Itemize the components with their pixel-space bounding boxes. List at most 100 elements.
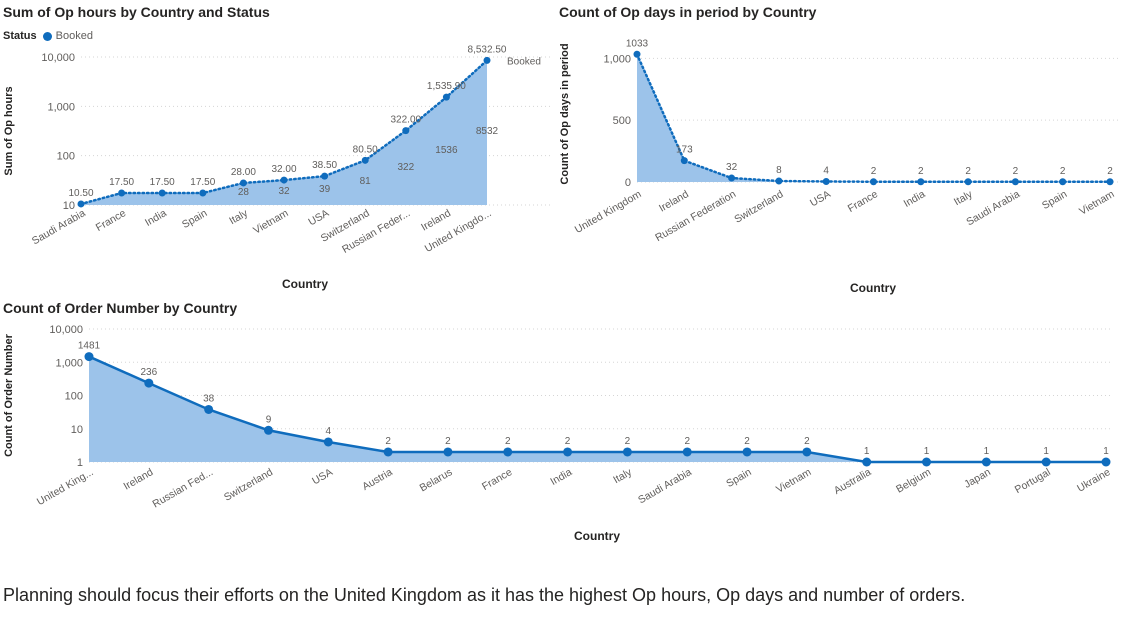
x-tick-label: India bbox=[902, 188, 928, 210]
data-label: 2 bbox=[385, 436, 391, 447]
data-label: 17.50 bbox=[190, 177, 215, 188]
x-axis-title: Country bbox=[574, 529, 620, 543]
data-label: 2 bbox=[505, 436, 511, 447]
data-point bbox=[84, 352, 94, 362]
data-label: 2 bbox=[918, 166, 924, 177]
data-point bbox=[633, 50, 641, 58]
x-tick-label: Saudi Arabia bbox=[636, 466, 694, 506]
data-label: 28.00 bbox=[231, 167, 256, 178]
chart2-title: Count of Op days in period by Country bbox=[559, 4, 817, 20]
x-tick-label: Russian Feder... bbox=[340, 207, 412, 256]
x-tick-label: Switzerland bbox=[732, 188, 785, 226]
data-label: 1 bbox=[924, 446, 930, 457]
data-label: 1033 bbox=[626, 38, 649, 49]
series-line bbox=[635, 53, 1112, 184]
data-label: 2 bbox=[804, 436, 810, 447]
data-point bbox=[361, 156, 369, 164]
x-tick-label: United Kingdom bbox=[573, 188, 644, 236]
legend-title: Status bbox=[3, 30, 37, 42]
y-tick-label: 10 bbox=[71, 424, 83, 436]
y-tick-label: 1 bbox=[77, 457, 83, 469]
data-label: 1 bbox=[1043, 446, 1049, 457]
y-tick-label: 100 bbox=[57, 151, 75, 163]
x-tick-label: France bbox=[480, 466, 514, 493]
y-tick-label: 1,000 bbox=[55, 357, 83, 369]
data-label: 9 bbox=[266, 414, 272, 425]
data-label: 8 bbox=[776, 165, 782, 176]
data-label: 4 bbox=[823, 166, 829, 177]
data-point bbox=[622, 447, 632, 457]
x-tick-label: United King... bbox=[35, 466, 96, 508]
series-area bbox=[81, 60, 487, 206]
data-label: 236 bbox=[140, 367, 157, 378]
data-point bbox=[483, 56, 491, 64]
x-tick-label: Vietnam bbox=[774, 466, 813, 496]
data-label: 32 bbox=[726, 162, 738, 173]
inner-value-label: 28 bbox=[238, 187, 250, 198]
data-point bbox=[964, 178, 972, 186]
x-tick-label: Belgium bbox=[894, 466, 933, 495]
data-label: 1 bbox=[864, 446, 870, 457]
x-tick-label: Russian Federation bbox=[653, 188, 738, 244]
data-label: 2 bbox=[625, 436, 631, 447]
data-point bbox=[144, 378, 154, 388]
x-tick-label: Ireland bbox=[657, 188, 691, 215]
x-tick-label: Australia bbox=[832, 466, 874, 497]
data-label: 2 bbox=[871, 166, 877, 177]
data-label: 10.50 bbox=[68, 188, 93, 199]
series-area bbox=[637, 54, 1110, 182]
series-line bbox=[88, 355, 1106, 464]
data-label: 2 bbox=[965, 166, 971, 177]
order-count-chart: 1 10 100 1,000 10,000 Count of Order Number Co… bbox=[3, 324, 1113, 543]
data-point bbox=[263, 425, 273, 435]
data-point bbox=[563, 447, 573, 457]
y-tick-label: 100 bbox=[65, 391, 83, 403]
x-tick-label: India bbox=[548, 466, 574, 488]
data-label: 17.50 bbox=[150, 177, 175, 188]
x-tick-label: Italy bbox=[952, 188, 975, 208]
y-tick-label: 0 bbox=[625, 177, 631, 189]
data-point bbox=[922, 457, 932, 467]
x-tick-label: Ukraine bbox=[1075, 466, 1112, 495]
x-tick-label: Italy bbox=[611, 466, 634, 486]
x-tick-label: Spain bbox=[180, 207, 209, 231]
y-axis-title: Count of Order Number bbox=[3, 333, 15, 457]
legend-marker bbox=[42, 31, 52, 41]
data-label: 38.50 bbox=[312, 160, 337, 171]
data-label: 17.50 bbox=[109, 177, 134, 188]
x-axis-title: Country bbox=[850, 281, 896, 295]
data-point bbox=[862, 457, 872, 467]
insight-text: Planning should focus their efforts on t… bbox=[3, 585, 966, 605]
inner-value-label: 32 bbox=[278, 186, 290, 197]
data-label: 32.00 bbox=[271, 164, 296, 175]
x-tick-label: France bbox=[94, 207, 128, 234]
data-label: 2 bbox=[684, 436, 690, 447]
data-point bbox=[682, 447, 692, 457]
data-point bbox=[802, 447, 812, 457]
y-tick-label: 10,000 bbox=[41, 52, 75, 64]
y-axis-title: Count of Op days in period bbox=[559, 43, 571, 184]
x-tick-label: USA bbox=[310, 466, 335, 487]
inner-value-label: 322 bbox=[397, 162, 414, 173]
y-tick-label: 1,000 bbox=[603, 53, 631, 65]
legend-entry-booked[interactable]: Booked bbox=[55, 30, 93, 42]
data-point bbox=[442, 93, 450, 101]
data-point bbox=[443, 447, 453, 457]
chart1-title: Sum of Op hours by Country and Status bbox=[3, 4, 270, 20]
data-label: 2 bbox=[565, 436, 571, 447]
y-tick-label: 10 bbox=[63, 200, 75, 212]
data-point bbox=[280, 176, 288, 184]
x-tick-label: Saudi Arabia bbox=[30, 207, 88, 247]
x-tick-label: France bbox=[846, 188, 880, 215]
inner-value-label: 8532 bbox=[476, 126, 499, 137]
data-point bbox=[870, 178, 877, 186]
data-label: 8,532.50 bbox=[468, 44, 507, 55]
data-point bbox=[742, 447, 752, 457]
x-tick-label: Saudi Arabia bbox=[964, 188, 1022, 228]
data-point bbox=[981, 457, 991, 467]
data-point bbox=[728, 174, 736, 182]
data-label: 1 bbox=[1103, 446, 1109, 457]
data-point bbox=[503, 447, 513, 457]
data-point bbox=[1041, 457, 1051, 467]
series-end-label: Booked bbox=[507, 56, 541, 67]
